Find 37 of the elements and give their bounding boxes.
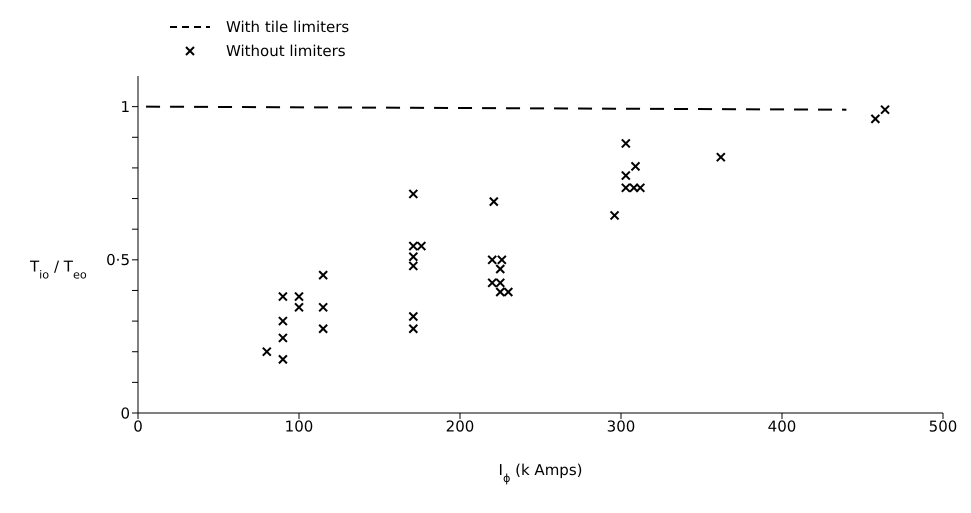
point: [870, 114, 880, 124]
point: [630, 161, 640, 172]
point: [620, 138, 631, 148]
x-tick-label: 0: [133, 418, 143, 436]
point: [716, 152, 726, 162]
legend-label: With tile limiters: [226, 18, 350, 36]
point: [495, 264, 506, 274]
x-tick-label: 100: [284, 418, 314, 436]
point: [488, 196, 499, 207]
point: [408, 252, 418, 262]
x-tick-label: 500: [928, 418, 958, 436]
point: [262, 346, 272, 357]
point: [278, 292, 288, 302]
x-tick-label: 200: [446, 418, 474, 436]
point: [318, 302, 328, 312]
legend-label: Without limiters: [226, 42, 346, 60]
point: [610, 210, 620, 220]
y-axis-title: T$_{io}$ / T$_{eo}$: [29, 257, 87, 281]
point: [278, 354, 288, 364]
x-tick-label: 400: [768, 418, 796, 436]
y-tick-label: 0·5: [106, 251, 130, 270]
point: [294, 302, 304, 312]
y-tick-label: 1: [120, 98, 130, 116]
point: [408, 260, 418, 271]
point: [620, 170, 631, 181]
point: [408, 324, 418, 334]
point: [278, 332, 288, 343]
point: [408, 311, 418, 322]
point: [294, 292, 304, 302]
point: [318, 324, 328, 334]
x-axis-title: I$_{ϕ}$ (k Amps): [498, 461, 582, 484]
point: [318, 270, 328, 280]
y-tick-label: 0: [120, 404, 130, 422]
x-tick-label: 300: [606, 418, 636, 436]
point: [880, 104, 890, 115]
point: [408, 188, 418, 199]
point: [278, 316, 288, 326]
